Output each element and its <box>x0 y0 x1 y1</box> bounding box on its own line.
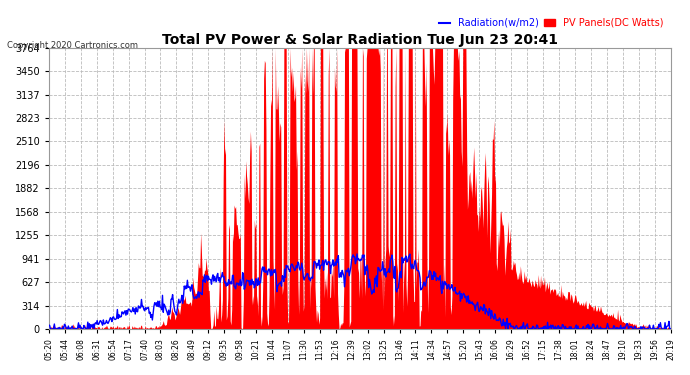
Legend: Radiation(w/m2), PV Panels(DC Watts): Radiation(w/m2), PV Panels(DC Watts) <box>437 16 666 30</box>
Text: Copyright 2020 Cartronics.com: Copyright 2020 Cartronics.com <box>7 41 138 50</box>
Title: Total PV Power & Solar Radiation Tue Jun 23 20:41: Total PV Power & Solar Radiation Tue Jun… <box>161 33 558 46</box>
